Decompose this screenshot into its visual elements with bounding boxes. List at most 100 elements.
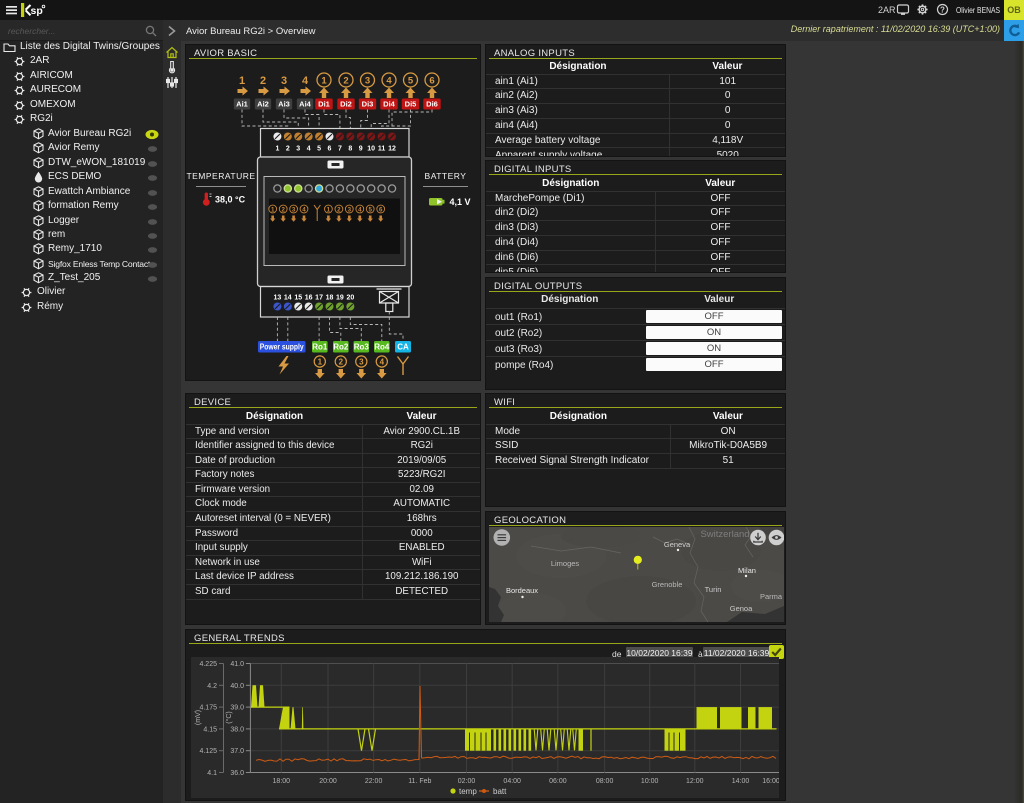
svg-text:14: 14 (284, 295, 292, 302)
svg-text:02:00: 02:00 (458, 778, 476, 785)
svg-text:2: 2 (281, 206, 285, 213)
svg-text:Di6: Di6 (426, 100, 438, 109)
svg-text:6: 6 (328, 146, 332, 153)
svg-text:4.225: 4.225 (199, 661, 217, 668)
svg-text:11. Feb: 11. Feb (408, 778, 431, 785)
svg-text:20: 20 (346, 295, 354, 302)
svg-text:Ai1: Ai1 (236, 100, 248, 109)
svg-text:4.1: 4.1 (207, 770, 217, 777)
svg-text:06:00: 06:00 (549, 778, 567, 785)
svg-text:Geneva: Geneva (664, 540, 691, 549)
svg-text:16:00: 16:00 (762, 778, 779, 785)
svg-text:3: 3 (296, 146, 300, 153)
svg-text:5: 5 (368, 206, 372, 213)
svg-text:18:00: 18:00 (273, 778, 291, 785)
svg-text:39.0: 39.0 (230, 704, 244, 711)
svg-text:4: 4 (307, 146, 311, 153)
svg-text:Ai4: Ai4 (299, 100, 312, 109)
svg-text:1: 1 (239, 75, 245, 87)
svg-text:18: 18 (326, 295, 334, 302)
svg-text:2AR: 2AR (878, 5, 896, 15)
svg-text:1: 1 (327, 206, 331, 213)
svg-text:?: ? (940, 6, 945, 15)
svg-text:(°C): (°C) (225, 711, 233, 724)
svg-text:Olivier BENAS: Olivier BENAS (956, 5, 1000, 15)
svg-text:36.0: 36.0 (230, 770, 244, 777)
svg-text:4.175: 4.175 (199, 704, 217, 711)
svg-text:3: 3 (365, 75, 370, 86)
svg-text:11: 11 (378, 146, 386, 153)
svg-text:38.0: 38.0 (230, 726, 244, 733)
svg-text:10:00: 10:00 (641, 778, 659, 785)
svg-text:(mV): (mV) (195, 709, 202, 724)
svg-text:7: 7 (338, 146, 342, 153)
svg-text:Grenoble: Grenoble (652, 580, 683, 589)
svg-text:4: 4 (302, 206, 306, 213)
svg-text:TEMPERATURE: TEMPERATURE (186, 171, 255, 181)
svg-text:04:00: 04:00 (503, 778, 521, 785)
svg-text:6: 6 (379, 206, 383, 213)
svg-text:17: 17 (315, 295, 323, 302)
svg-text:sp: sp (31, 5, 43, 17)
svg-text:38,0 °C: 38,0 °C (215, 195, 246, 205)
svg-text:Ai2: Ai2 (257, 100, 269, 109)
svg-text:Milan: Milan (738, 566, 756, 575)
svg-text:40.0: 40.0 (230, 682, 244, 689)
svg-text:4.15: 4.15 (203, 726, 217, 733)
svg-text:Parma: Parma (760, 592, 783, 601)
svg-text:Di4: Di4 (383, 100, 396, 109)
svg-text:4.2: 4.2 (207, 682, 217, 689)
svg-text:1: 1 (275, 146, 279, 153)
svg-text:5: 5 (408, 75, 414, 86)
svg-text:2: 2 (343, 75, 348, 86)
svg-text:3: 3 (359, 357, 364, 366)
svg-text:6: 6 (429, 75, 434, 86)
svg-text:3: 3 (348, 206, 352, 213)
svg-text:Di3: Di3 (362, 100, 374, 109)
svg-text:4: 4 (302, 75, 309, 87)
svg-text:Ro3: Ro3 (354, 343, 370, 352)
svg-text:CA: CA (397, 343, 409, 352)
svg-text:12:00: 12:00 (686, 778, 704, 785)
svg-text:5: 5 (317, 146, 321, 153)
svg-text:Switzerland: Switzerland (700, 529, 749, 540)
svg-text:19: 19 (336, 295, 344, 302)
svg-text:12: 12 (388, 146, 396, 153)
svg-text:22:00: 22:00 (365, 778, 383, 785)
svg-text:Bordeaux: Bordeaux (506, 586, 538, 595)
svg-text:15: 15 (294, 295, 302, 302)
svg-text:BATTERY: BATTERY (425, 171, 467, 181)
svg-text:2: 2 (286, 146, 290, 153)
svg-text:Di2: Di2 (340, 100, 352, 109)
svg-text:8: 8 (348, 146, 352, 153)
svg-text:4,1 V: 4,1 V (450, 197, 471, 207)
svg-text:Ro4: Ro4 (374, 343, 390, 352)
svg-text:9: 9 (359, 146, 363, 153)
svg-text:4.125: 4.125 (199, 748, 217, 755)
svg-text:14:00: 14:00 (732, 778, 750, 785)
svg-text:4: 4 (386, 75, 392, 86)
svg-text:Turin: Turin (705, 585, 722, 594)
svg-text:4: 4 (358, 206, 362, 213)
svg-text:1: 1 (271, 206, 275, 213)
svg-text:Power supply: Power supply (260, 343, 305, 352)
svg-text:Limoges: Limoges (551, 559, 580, 568)
svg-text:41.0: 41.0 (230, 661, 244, 668)
svg-text:37.0: 37.0 (230, 748, 244, 755)
svg-text:08:00: 08:00 (596, 778, 614, 785)
svg-text:Ai3: Ai3 (278, 100, 290, 109)
svg-text:Di1: Di1 (318, 100, 330, 109)
svg-text:2: 2 (337, 206, 341, 213)
svg-text:1: 1 (321, 75, 327, 86)
svg-text:10: 10 (367, 146, 375, 153)
svg-text:1: 1 (318, 357, 323, 366)
svg-text:2: 2 (260, 75, 266, 87)
svg-text:temp: temp (459, 786, 477, 795)
svg-text:16: 16 (305, 295, 313, 302)
svg-text:3: 3 (292, 206, 296, 213)
svg-text:4: 4 (380, 357, 385, 366)
svg-text:20:00: 20:00 (319, 778, 337, 785)
svg-text:2: 2 (339, 357, 344, 366)
svg-text:13: 13 (274, 295, 282, 302)
svg-text:batt: batt (493, 786, 507, 795)
